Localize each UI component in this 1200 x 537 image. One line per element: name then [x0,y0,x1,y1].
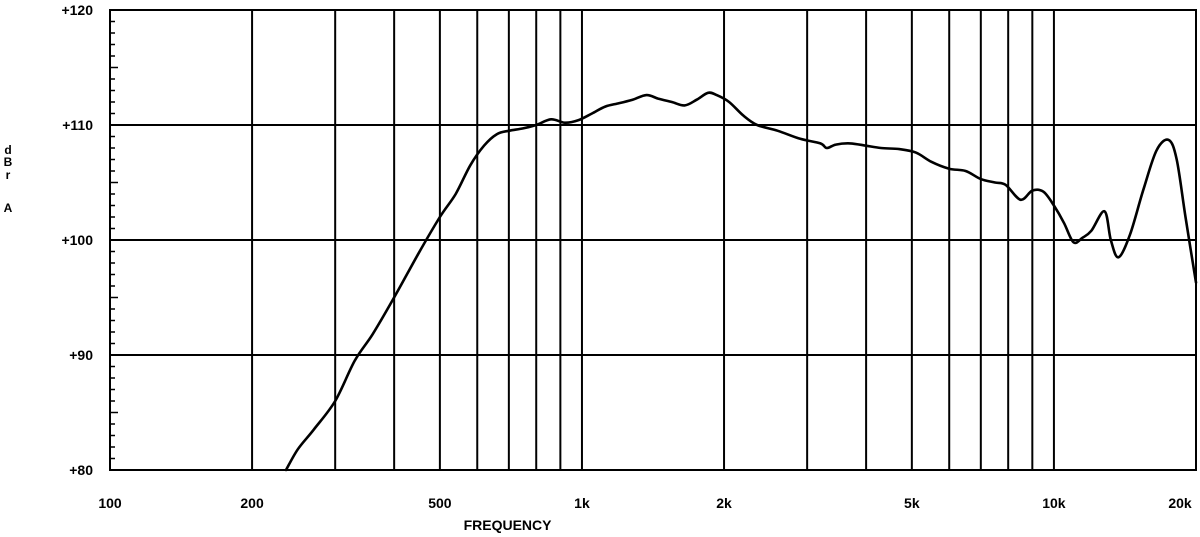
response-curve-line [284,91,1198,472]
y-axis-label-char: r [6,168,11,182]
x-tick-label: 10k [1042,495,1066,511]
x-tick-label: 20k [1168,495,1192,511]
x-tick-label: 2k [716,495,732,511]
x-tick-label: 5k [904,495,920,511]
y-axis-label-char: B [4,155,13,169]
y-axis-label-char: d [4,143,11,157]
y-minor-ticks [110,20,118,460]
x-axis-title: FREQUENCY [464,517,553,533]
y-axis-label: dBr A [4,143,13,215]
x-tick-label: 1k [574,495,590,511]
y-tick-labels: +80 +90 +100 +110 +120 [61,2,93,478]
x-tick-labels: 100 200 500 1k 2k 5k 10k 20k [98,495,1192,511]
plot-frame [109,9,1197,471]
x-tick-label: 100 [98,495,122,511]
x-tick-label: 200 [240,495,264,511]
grid [110,10,1196,470]
y-tick-label: +90 [69,347,93,363]
y-tick-label: +100 [61,232,93,248]
x-tick-label: 500 [428,495,452,511]
y-tick-label: +80 [69,462,93,478]
y-axis-label-char: A [4,201,13,215]
y-tick-label: +120 [61,2,93,18]
y-tick-label: +110 [62,117,93,133]
